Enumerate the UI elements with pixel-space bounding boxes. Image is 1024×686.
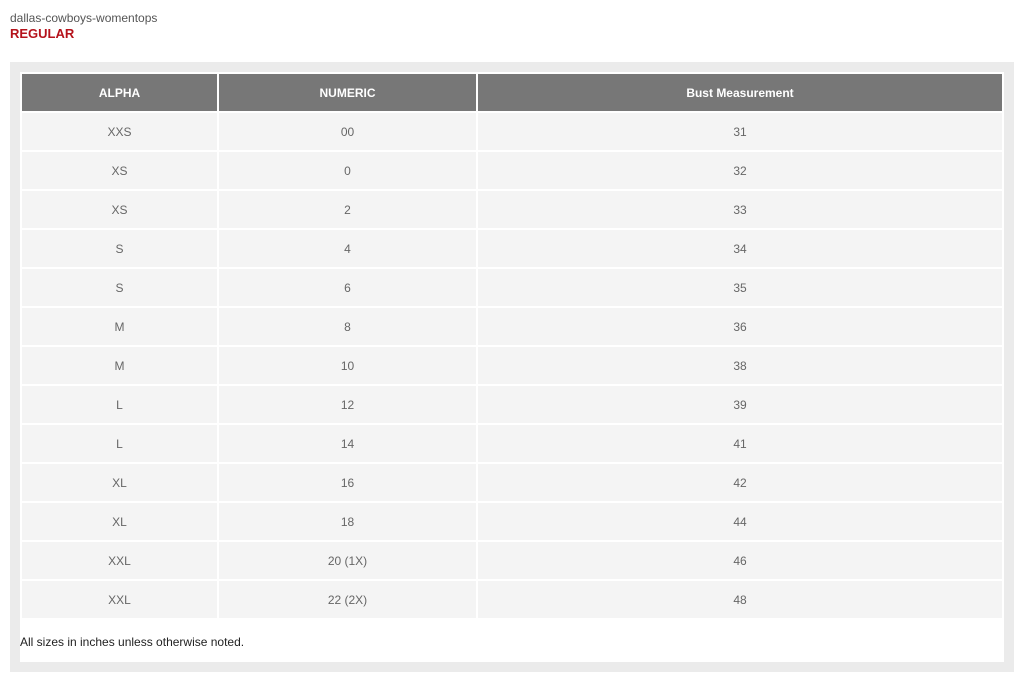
page-title: dallas-cowboys-womentops bbox=[10, 11, 158, 25]
alpha-cell: S bbox=[22, 269, 217, 306]
bust-cell: 44 bbox=[478, 503, 1002, 540]
table-row: L 14 41 bbox=[22, 425, 1002, 462]
numeric-cell: 6 bbox=[219, 269, 476, 306]
header-bust: Bust Measurement bbox=[478, 74, 1002, 111]
table-row: XS 2 33 bbox=[22, 191, 1002, 228]
alpha-cell: XL bbox=[22, 464, 217, 501]
alpha-cell: S bbox=[22, 230, 217, 267]
alpha-cell: L bbox=[22, 386, 217, 423]
numeric-cell: 00 bbox=[219, 113, 476, 150]
alpha-cell: XL bbox=[22, 503, 217, 540]
table-row: M 10 38 bbox=[22, 347, 1002, 384]
bust-cell: 42 bbox=[478, 464, 1002, 501]
table-header-row: ALPHA NUMERIC Bust Measurement bbox=[22, 74, 1002, 111]
bust-cell: 38 bbox=[478, 347, 1002, 384]
table-row: XXL 20 (1X) 46 bbox=[22, 542, 1002, 579]
units-note: All sizes in inches unless otherwise not… bbox=[20, 635, 245, 649]
size-chart-container: ALPHA NUMERIC Bust Measurement XXS 00 31 XS… bbox=[10, 62, 1014, 672]
bust-cell: 39 bbox=[478, 386, 1002, 423]
table-row: XXL 22 (2X) 48 bbox=[22, 581, 1002, 618]
fit-subtitle: REGULAR bbox=[10, 26, 75, 41]
bust-cell: 34 bbox=[478, 230, 1002, 267]
numeric-cell: 2 bbox=[219, 191, 476, 228]
alpha-cell: M bbox=[22, 347, 217, 384]
bust-cell: 33 bbox=[478, 191, 1002, 228]
numeric-cell: 4 bbox=[219, 230, 476, 267]
alpha-cell: L bbox=[22, 425, 217, 462]
header-alpha: ALPHA bbox=[22, 74, 217, 111]
bust-cell: 41 bbox=[478, 425, 1002, 462]
alpha-cell: M bbox=[22, 308, 217, 345]
numeric-cell: 12 bbox=[219, 386, 476, 423]
table-row: XXS 00 31 bbox=[22, 113, 1002, 150]
table-row: S 6 35 bbox=[22, 269, 1002, 306]
table-row: M 8 36 bbox=[22, 308, 1002, 345]
bust-cell: 48 bbox=[478, 581, 1002, 618]
alpha-cell: XS bbox=[22, 191, 217, 228]
numeric-cell: 0 bbox=[219, 152, 476, 189]
numeric-cell: 14 bbox=[219, 425, 476, 462]
table-row: XS 0 32 bbox=[22, 152, 1002, 189]
table-row: S 4 34 bbox=[22, 230, 1002, 267]
bust-cell: 31 bbox=[478, 113, 1002, 150]
bust-cell: 32 bbox=[478, 152, 1002, 189]
table-row: L 12 39 bbox=[22, 386, 1002, 423]
numeric-cell: 16 bbox=[219, 464, 476, 501]
bust-cell: 36 bbox=[478, 308, 1002, 345]
numeric-cell: 8 bbox=[219, 308, 476, 345]
table-row: XL 18 44 bbox=[22, 503, 1002, 540]
alpha-cell: XXL bbox=[22, 581, 217, 618]
alpha-cell: XXS bbox=[22, 113, 217, 150]
bust-cell: 46 bbox=[478, 542, 1002, 579]
numeric-cell: 10 bbox=[219, 347, 476, 384]
bust-cell: 35 bbox=[478, 269, 1002, 306]
size-chart-panel: ALPHA NUMERIC Bust Measurement XXS 00 31 XS… bbox=[20, 72, 1004, 662]
numeric-cell: 18 bbox=[219, 503, 476, 540]
alpha-cell: XXL bbox=[22, 542, 217, 579]
numeric-cell: 22 (2X) bbox=[219, 581, 476, 618]
header-numeric: NUMERIC bbox=[219, 74, 476, 111]
alpha-cell: XS bbox=[22, 152, 217, 189]
table-row: XL 16 42 bbox=[22, 464, 1002, 501]
numeric-cell: 20 (1X) bbox=[219, 542, 476, 579]
size-chart-table: ALPHA NUMERIC Bust Measurement XXS 00 31 XS… bbox=[20, 72, 1004, 620]
